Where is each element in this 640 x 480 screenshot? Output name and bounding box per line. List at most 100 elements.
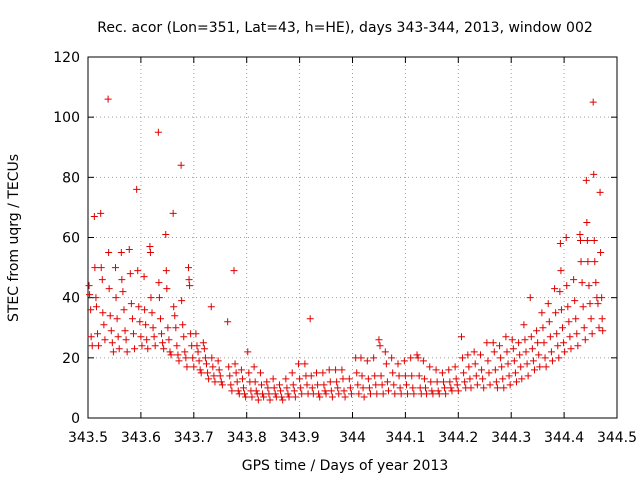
- data-point: [383, 378, 391, 386]
- data-point: [480, 384, 488, 392]
- data-point: [391, 390, 399, 398]
- data-point: [190, 363, 198, 371]
- data-point: [542, 363, 550, 371]
- data-point: [502, 333, 510, 341]
- data-point: [277, 387, 285, 395]
- data-point: [423, 390, 431, 398]
- data-point: [528, 345, 536, 353]
- y-tick-label: 40: [62, 291, 80, 307]
- data-point: [448, 387, 456, 395]
- data-point: [291, 393, 299, 401]
- data-point: [101, 336, 109, 344]
- data-point: [516, 351, 524, 359]
- data-point: [175, 357, 183, 365]
- data-point: [230, 267, 238, 275]
- data-point: [240, 384, 248, 392]
- data-point: [536, 363, 544, 371]
- data-point: [409, 384, 417, 392]
- data-point: [238, 375, 246, 383]
- data-point: [91, 264, 99, 272]
- data-point: [97, 209, 105, 217]
- data-point: [170, 303, 178, 311]
- data-point: [141, 306, 149, 314]
- data-point: [574, 342, 582, 350]
- data-point: [178, 297, 186, 305]
- data-point: [508, 336, 516, 344]
- data-point: [511, 369, 519, 377]
- data-point: [464, 351, 472, 359]
- data-point: [121, 327, 129, 335]
- x-axis-label: GPS time / Days of year 2013: [242, 458, 449, 474]
- data-point: [517, 363, 525, 371]
- data-point: [105, 249, 113, 257]
- data-point: [146, 243, 154, 251]
- data-point: [149, 324, 157, 332]
- data-points: [85, 95, 607, 404]
- data-point: [288, 369, 296, 377]
- data-point: [345, 375, 353, 383]
- data-point: [99, 309, 107, 317]
- data-point: [379, 390, 387, 398]
- data-point: [422, 384, 430, 392]
- data-point: [228, 387, 236, 395]
- data-point: [364, 375, 372, 383]
- data-point: [505, 372, 513, 380]
- data-point: [554, 342, 562, 350]
- data-point: [180, 333, 188, 341]
- data-point: [396, 384, 404, 392]
- data-point: [594, 300, 602, 308]
- data-point: [114, 333, 122, 341]
- data-point: [108, 339, 116, 347]
- data-point: [414, 354, 422, 362]
- data-point: [185, 276, 193, 284]
- data-point: [104, 95, 112, 103]
- data-point: [373, 390, 381, 398]
- data-point: [296, 375, 304, 383]
- data-point: [87, 306, 95, 314]
- data-point: [282, 375, 290, 383]
- data-point: [522, 348, 530, 356]
- data-point: [381, 348, 389, 356]
- data-point: [595, 324, 603, 332]
- data-point: [125, 246, 133, 254]
- data-point: [143, 336, 151, 344]
- data-point: [492, 378, 500, 386]
- data-point: [598, 315, 606, 323]
- data-point: [358, 372, 366, 380]
- data-point: [265, 390, 273, 398]
- data-point: [256, 369, 264, 377]
- data-point: [109, 348, 117, 356]
- data-point: [270, 384, 278, 392]
- data-point: [378, 381, 386, 389]
- data-point: [321, 387, 329, 395]
- x-tick-label: 344.2: [438, 430, 478, 446]
- data-point: [539, 324, 547, 332]
- data-point: [269, 375, 277, 383]
- data-point: [384, 387, 392, 395]
- data-point: [192, 330, 200, 338]
- data-point: [319, 369, 327, 377]
- data-point: [113, 315, 121, 323]
- data-point: [295, 360, 303, 368]
- data-point: [186, 282, 194, 290]
- data-point: [556, 288, 564, 296]
- data-point: [590, 237, 598, 245]
- data-point: [316, 393, 324, 401]
- data-point: [533, 327, 541, 335]
- y-tick-label: 100: [53, 110, 80, 126]
- data-point: [394, 360, 402, 368]
- data-point: [545, 318, 553, 326]
- data-point: [510, 357, 518, 365]
- data-point: [134, 267, 142, 275]
- data-point: [179, 321, 187, 329]
- data-point: [493, 384, 501, 392]
- data-point: [530, 366, 538, 374]
- data-point: [338, 366, 346, 374]
- data-point: [377, 372, 385, 380]
- data-point: [241, 390, 249, 398]
- data-point: [570, 276, 578, 284]
- data-point: [204, 369, 212, 377]
- data-point: [215, 366, 223, 374]
- data-point: [185, 264, 193, 272]
- data-point: [164, 324, 172, 332]
